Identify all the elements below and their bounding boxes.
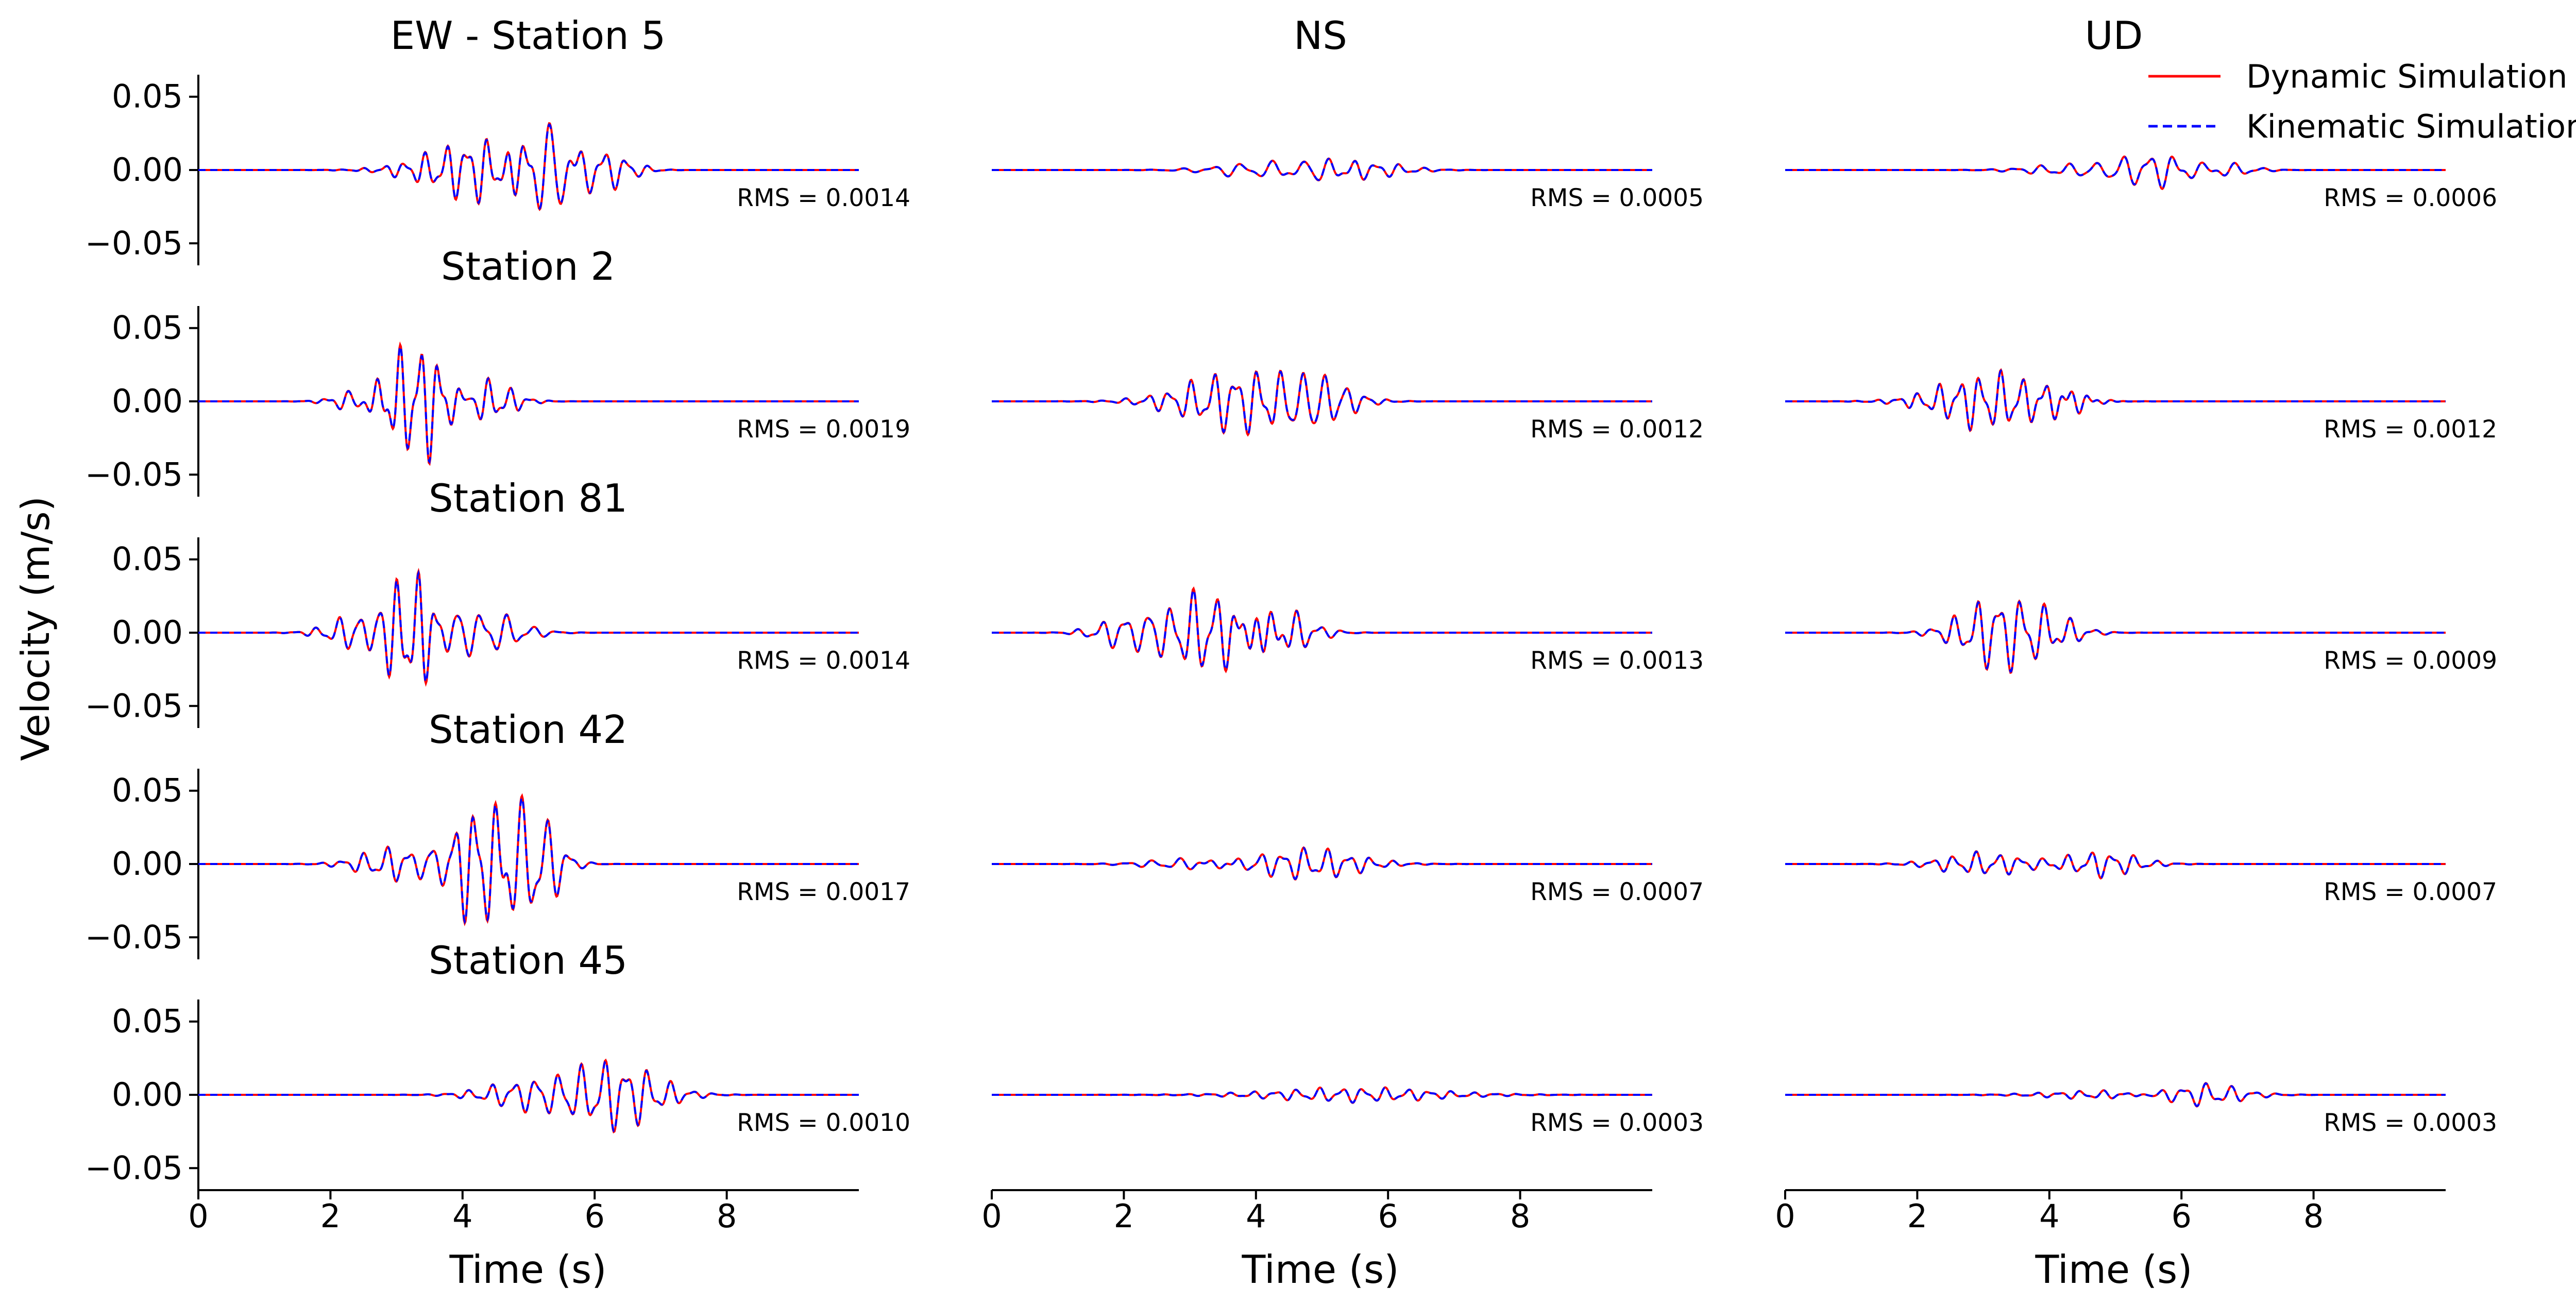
kinematic-simulation-line: [198, 123, 859, 210]
panel-r2-c0: 0.05 0.00 −0.05 RMS = 0.0014: [85, 537, 910, 728]
y-tick-label: −0.05: [85, 224, 183, 262]
x-tick-label: 0: [1775, 1197, 1795, 1235]
y-tick-label: 0.00: [112, 1076, 183, 1113]
x-axis-label-col-2: Time (s): [2035, 1247, 2193, 1292]
kinematic-simulation-line: [992, 587, 1652, 672]
panel-r3-c2: RMS = 0.0007: [1785, 850, 2497, 906]
rms-annotation: RMS = 0.0012: [2324, 415, 2497, 444]
kinematic-simulation-line: [992, 370, 1652, 436]
y-axis-label: Velocity (m/s): [13, 496, 58, 761]
row-title-station-45: Station 45: [429, 938, 628, 983]
x-tick-label: 4: [2039, 1197, 2059, 1235]
row-title-station-81: Station 81: [429, 476, 628, 521]
rms-annotation: RMS = 0.0019: [737, 415, 910, 444]
rms-annotation: RMS = 0.0014: [737, 184, 910, 212]
rms-annotation: RMS = 0.0003: [1530, 1109, 1704, 1137]
y-tick-label: 0.00: [112, 845, 183, 883]
rms-annotation: RMS = 0.0006: [2324, 184, 2497, 212]
panel-r2-c1: RMS = 0.0013: [992, 586, 1704, 675]
panel-r3-c0: 0.05 0.00 −0.05 RMS = 0.0017: [85, 769, 910, 959]
rms-annotation: RMS = 0.0010: [737, 1109, 910, 1137]
x-axis-label-col-0: Time (s): [449, 1247, 607, 1292]
legend-kinematic-label: Kinematic Simulation: [2246, 108, 2576, 145]
y-tick-label: 0.05: [112, 1003, 183, 1040]
rms-annotation: RMS = 0.0007: [1530, 878, 1704, 906]
panel-r4-c0: 0.05 0.00 −0.050 2 4 6 8 RMS = 0.0010: [85, 1000, 910, 1235]
row-title-station-2: Station 2: [441, 244, 615, 289]
row-title-station-5: EW - Station 5: [391, 13, 666, 58]
kinematic-simulation-line: [1785, 600, 2446, 673]
y-tick-label: −0.05: [85, 1149, 183, 1187]
kinematic-simulation-line: [992, 1086, 1652, 1104]
panel-grid: 0.05 0.00 −0.05 RMS = 0.0014 RMS = 0.0005 RMS…: [85, 75, 2497, 1235]
x-tick-label: 6: [2171, 1197, 2191, 1235]
y-tick-label: 0.05: [112, 540, 183, 578]
x-tick-label: 6: [1378, 1197, 1398, 1235]
rms-annotation: RMS = 0.0009: [2324, 647, 2497, 675]
x-tick-label: 0: [188, 1197, 208, 1235]
panel-r0-c2: RMS = 0.0006: [1785, 155, 2497, 212]
x-tick-label: 4: [1246, 1197, 1266, 1235]
y-tick-label: 0.00: [112, 382, 183, 420]
kinematic-simulation-line: [992, 846, 1652, 880]
rms-annotation: RMS = 0.0014: [737, 647, 910, 675]
rms-annotation: RMS = 0.0017: [737, 878, 910, 906]
column-title-ns: NS: [1294, 13, 1347, 58]
x-tick-label: 8: [1510, 1197, 1530, 1235]
x-tick-label: 4: [452, 1197, 472, 1235]
x-tick-label: 2: [1114, 1197, 1134, 1235]
panel-r4-c2: 0 2 4 6 8 RMS = 0.0003: [1775, 1081, 2497, 1235]
rms-annotation: RMS = 0.0003: [2324, 1109, 2497, 1137]
panel-r3-c1: RMS = 0.0007: [992, 846, 1704, 906]
x-tick-label: 2: [320, 1197, 341, 1235]
panel-r1-c0: 0.05 0.00 −0.05 RMS = 0.0019: [85, 306, 910, 497]
x-axis-label-col-1: Time (s): [1242, 1247, 1399, 1292]
rms-annotation: RMS = 0.0007: [2324, 878, 2497, 906]
panel-r4-c1: 0 2 4 6 8 RMS = 0.0003: [981, 1086, 1704, 1235]
panel-r1-c1: RMS = 0.0012: [992, 369, 1704, 444]
x-tick-label: 6: [584, 1197, 604, 1235]
panel-r0-c1: RMS = 0.0005: [992, 157, 1704, 212]
kinematic-simulation-line: [1785, 156, 2446, 190]
y-tick-label: −0.05: [85, 687, 183, 724]
y-tick-label: 0.00: [112, 614, 183, 651]
x-tick-label: 2: [1907, 1197, 1927, 1235]
row-title-station-42: Station 42: [429, 707, 628, 752]
kinematic-simulation-line: [992, 158, 1652, 181]
kinematic-simulation-line: [1785, 1082, 2446, 1107]
legend-dynamic-label: Dynamic Simulation: [2246, 58, 2567, 95]
kinematic-simulation-line: [198, 1059, 859, 1132]
y-tick-label: −0.05: [85, 455, 183, 493]
kinematic-simulation-line: [198, 569, 859, 685]
kinematic-simulation-line: [198, 795, 859, 925]
y-tick-label: 0.05: [112, 309, 183, 347]
column-title-ud: UD: [2085, 13, 2143, 58]
y-tick-label: 0.05: [112, 772, 183, 809]
rms-annotation: RMS = 0.0013: [1530, 647, 1704, 675]
kinematic-simulation-line: [1785, 369, 2446, 432]
panel-r0-c0: 0.05 0.00 −0.05 RMS = 0.0014: [85, 75, 910, 265]
panel-r1-c2: RMS = 0.0012: [1785, 368, 2497, 444]
rms-annotation: RMS = 0.0012: [1530, 415, 1704, 444]
x-tick-label: 8: [2303, 1197, 2324, 1235]
kinematic-simulation-line: [198, 343, 859, 464]
y-tick-label: 0.05: [112, 78, 183, 115]
x-tick-label: 0: [981, 1197, 1002, 1235]
y-tick-label: −0.05: [85, 918, 183, 956]
legend: Dynamic Simulation Kinematic Simulation: [2148, 58, 2576, 145]
y-tick-label: 0.00: [112, 151, 183, 189]
panel-r2-c2: RMS = 0.0009: [1785, 599, 2497, 675]
kinematic-simulation-line: [1785, 851, 2446, 879]
x-tick-label: 8: [717, 1197, 737, 1235]
rms-annotation: RMS = 0.0005: [1530, 184, 1704, 212]
